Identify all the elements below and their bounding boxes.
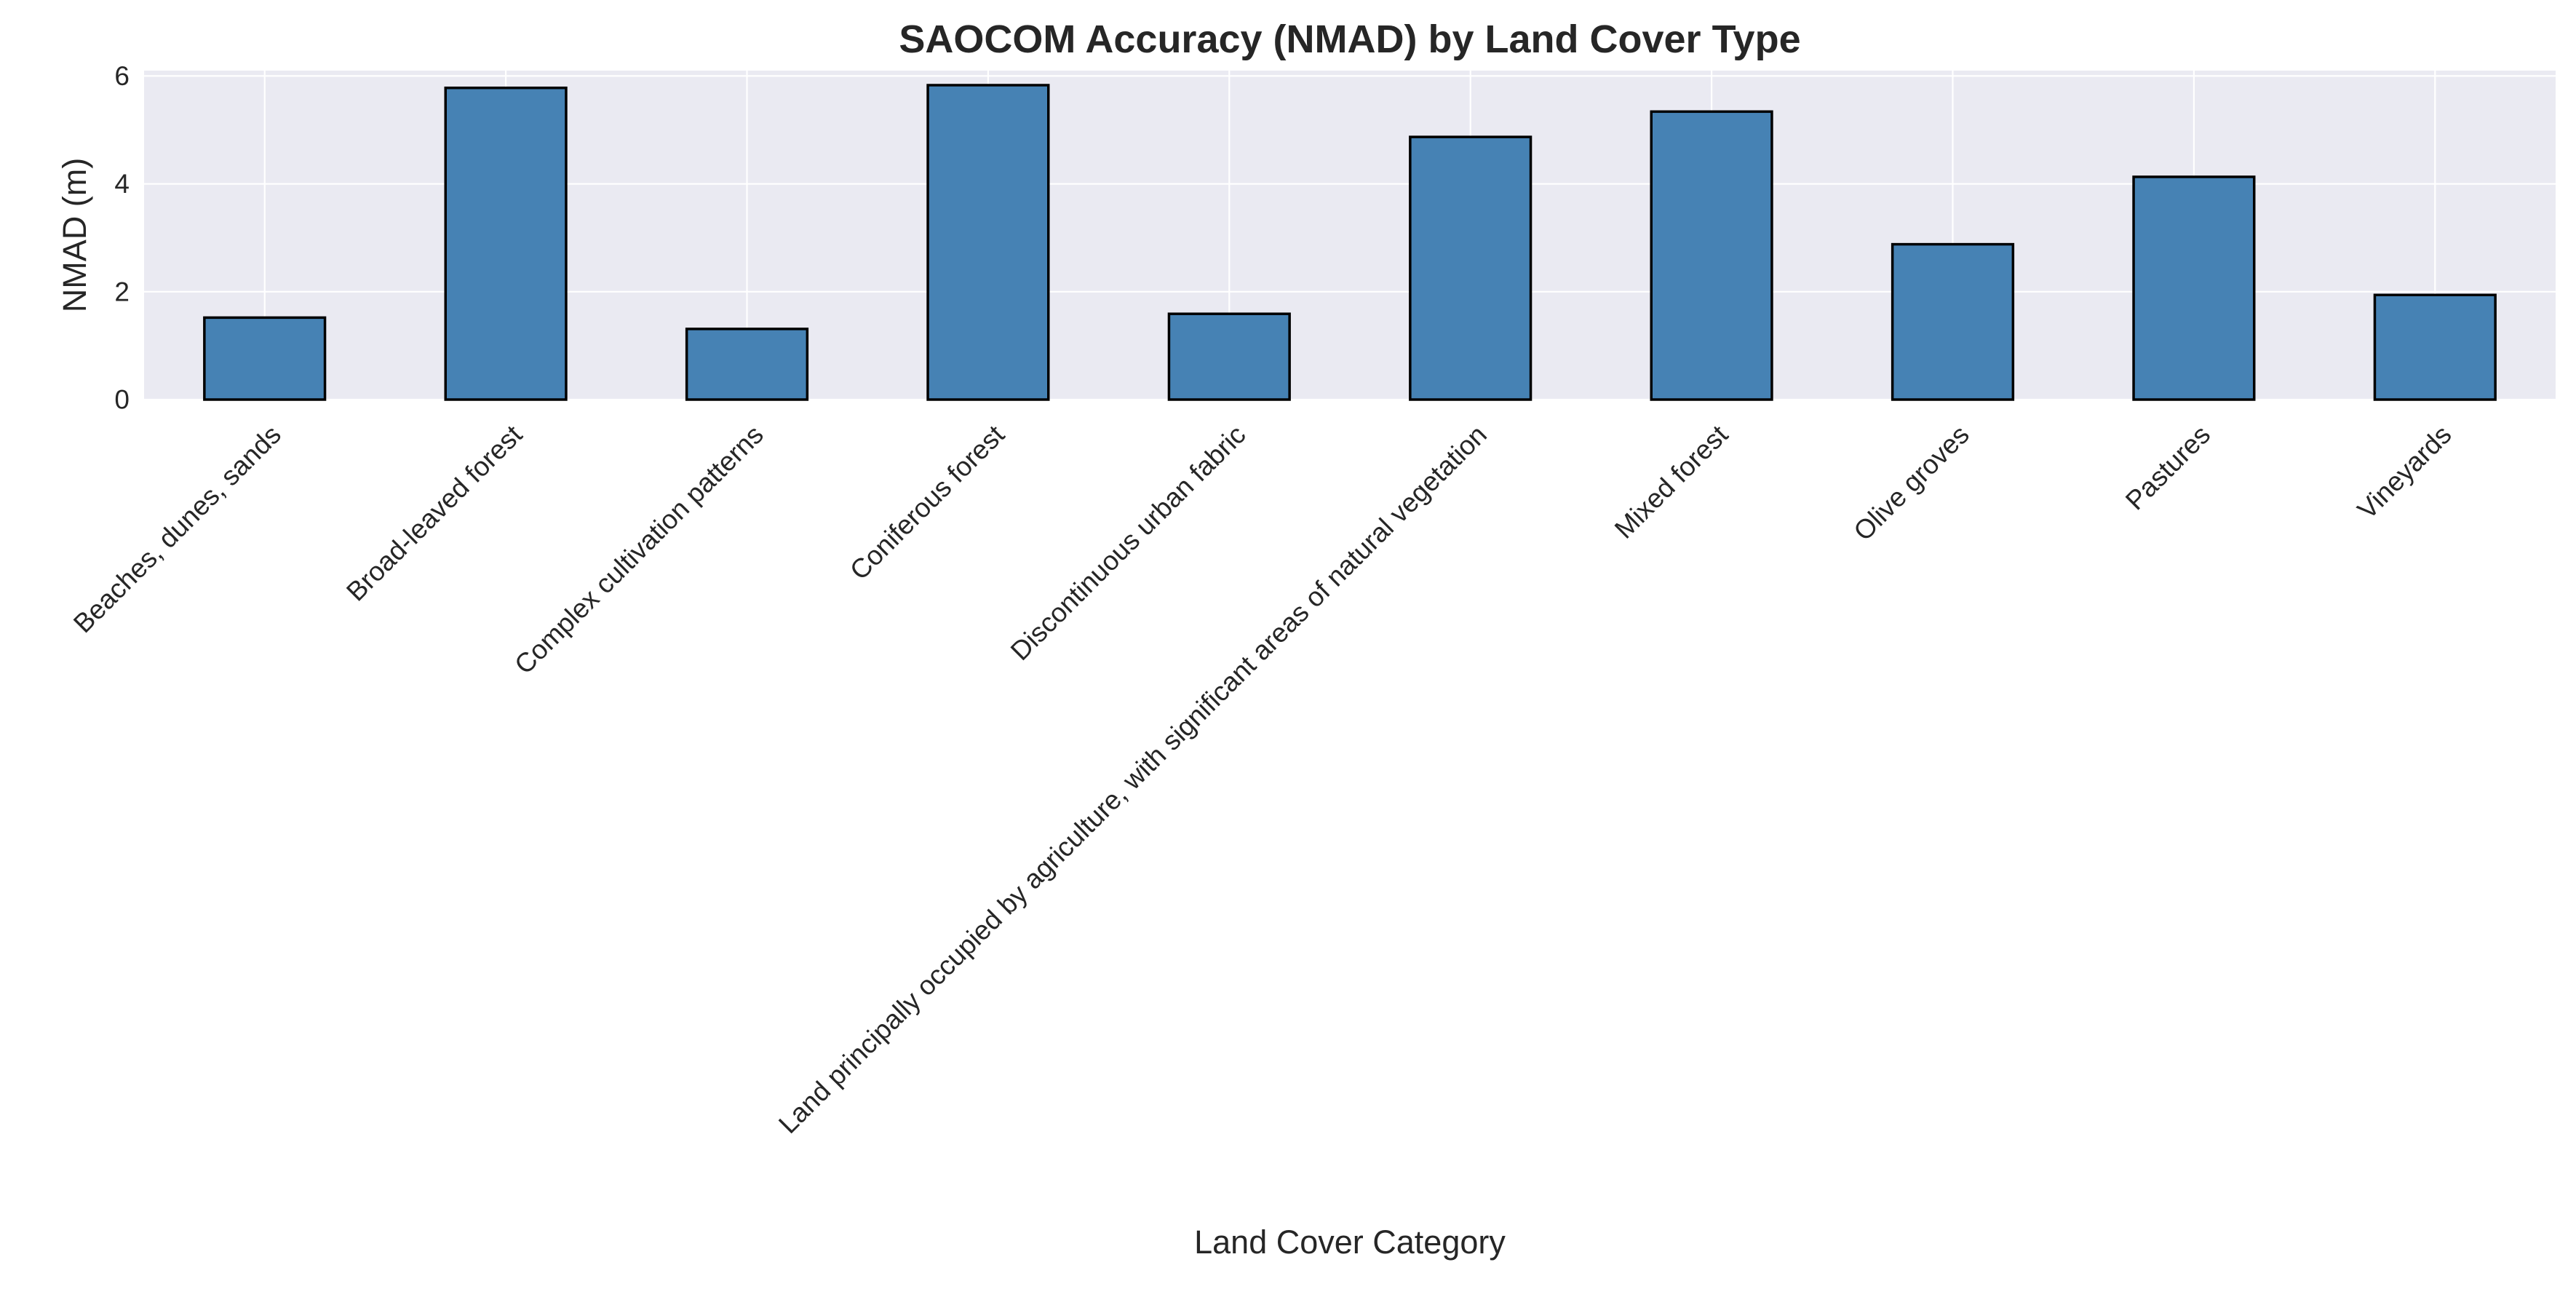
bars: [203, 84, 2497, 401]
y-axis-label: NMAD (m): [56, 158, 93, 312]
x-tick-label: Mixed forest: [1609, 419, 1734, 544]
bar: [1650, 110, 1773, 401]
x-tick-label: Olive groves: [1848, 419, 1974, 546]
bar: [926, 84, 1050, 401]
y-tick-label: 4: [114, 169, 130, 199]
bar: [1167, 312, 1291, 401]
x-axis-label: Land Cover Category: [1194, 1223, 1506, 1261]
y-axis-ticks: 0 2 4 6: [114, 61, 130, 415]
x-tick-label: Broad-leaved forest: [341, 419, 528, 607]
y-tick-label: 2: [114, 277, 130, 306]
chart-title: SAOCOM Accuracy (NMAD) by Land Cover Typ…: [899, 17, 1800, 61]
bar: [1891, 242, 2015, 401]
x-tick-label: Complex cultivation patterns: [509, 419, 769, 680]
bar: [685, 328, 809, 401]
bar: [2373, 293, 2497, 401]
x-tick-label: Coniferous forest: [844, 419, 1011, 586]
y-tick-label: 0: [114, 385, 130, 415]
bar: [444, 86, 568, 401]
y-tick-label: 6: [114, 61, 130, 91]
x-axis-ticks: Beaches, dunes, sands Broad-leaved forest…: [68, 419, 2457, 1139]
x-tick-label: Beaches, dunes, sands: [68, 419, 287, 638]
x-tick-label: Vineyards: [2352, 419, 2457, 525]
bar: [1409, 135, 1533, 401]
x-tick-label: Discontinuous urban fabric: [1005, 419, 1252, 666]
x-tick-label: Pastures: [2120, 419, 2216, 515]
bar: [2132, 175, 2256, 401]
bar: [203, 316, 327, 401]
